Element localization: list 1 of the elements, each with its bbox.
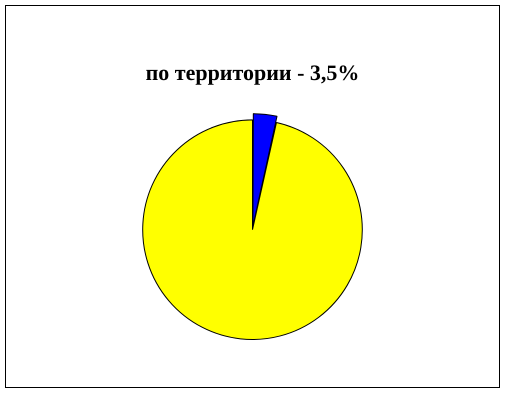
chart-title: по территории - 3,5% xyxy=(146,60,360,85)
